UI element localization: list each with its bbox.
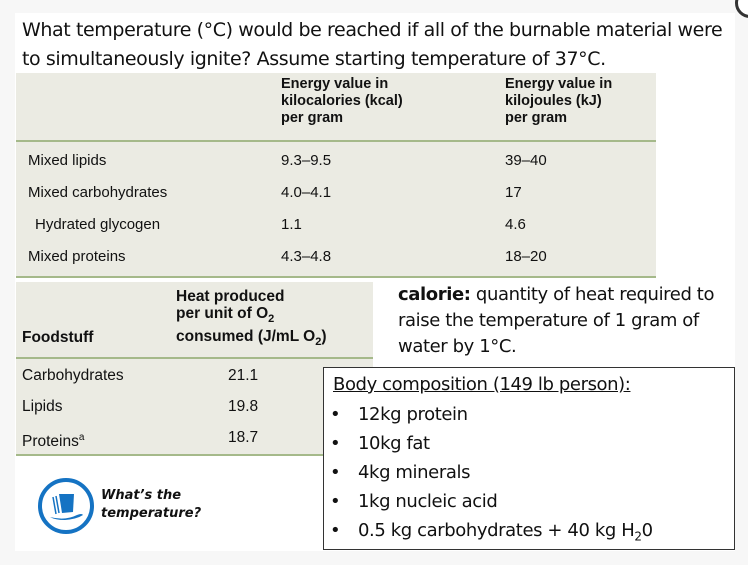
list-item: • 10kg fat <box>324 429 653 458</box>
header-kj-line: per gram <box>505 110 568 126</box>
calorie-text: quantity of heat required to raise the t… <box>398 284 715 357</box>
table-row: Proteinsa 18.7 <box>16 422 373 453</box>
row-kcal: 1.1 <box>281 216 302 233</box>
bullet-icon: • <box>330 491 341 512</box>
row-kj: 17 <box>505 184 522 201</box>
header-kj-line: kilojoules (kJ) <box>505 93 602 109</box>
row-name: Carbohydrates <box>22 367 124 384</box>
question-text: What temperature (°C) would be reached i… <box>22 19 723 70</box>
bullet-icon: • <box>330 520 341 541</box>
list-item: • 4kg minerals <box>324 458 653 487</box>
header-kcal-line: kilocalories (kcal) <box>281 93 403 109</box>
heat-table-header: Foodstuff Heat produced per unit of O2 c… <box>16 282 373 359</box>
table-row: Hydrated glycogen 1.1 4.6 <box>16 210 656 240</box>
table-rule <box>16 276 656 278</box>
table-row: Mixed proteins 4.3–4.8 18–20 <box>16 242 656 272</box>
row-name: Proteinsa <box>22 432 85 451</box>
table-row: Lipids 19.8 <box>16 391 373 422</box>
table-row: Mixed lipids 9.3–9.5 39–40 <box>16 146 656 176</box>
row-value: 21.1 <box>228 367 259 384</box>
calorie-term: calorie: <box>398 284 471 305</box>
header-kcal-line: per gram <box>281 110 344 126</box>
body-composition-list: • 12kg protein • 10kg fat • 4kg minerals • 1… <box>324 400 653 545</box>
list-item: • 12kg protein <box>324 400 653 429</box>
energy-value-table: Energy value in kilocalories (kcal) per … <box>16 73 656 278</box>
row-name: Hydrated glycogen <box>35 216 161 233</box>
row-name: Lipids <box>22 398 63 415</box>
top-hat-icon <box>37 477 95 535</box>
corner-circle-icon <box>735 0 748 18</box>
header-kj-line: Energy value in <box>505 76 613 92</box>
header-line: consumed (J/mL O2) <box>176 328 327 349</box>
header-kcal-line: Energy value in <box>281 76 389 92</box>
row-kj: 39–40 <box>505 152 547 169</box>
calorie-definition: calorie: quantity of heat required to ra… <box>398 282 738 360</box>
row-name: Mixed proteins <box>28 248 126 265</box>
row-kcal: 9.3–9.5 <box>281 152 332 169</box>
table-rule <box>16 454 373 456</box>
temperature-prompt-label: What’s the temperature? <box>101 487 201 523</box>
body-composition-box: Body composition (149 lb person): • 12kg … <box>323 367 735 550</box>
table-row: Mixed carbohydrates 4.0–4.1 17 <box>16 178 656 208</box>
header-line: Heat produced <box>176 288 285 305</box>
row-kj: 4.6 <box>505 216 526 233</box>
row-name: Mixed lipids <box>28 152 107 169</box>
bullet-icon: • <box>330 404 341 425</box>
row-kcal: 4.0–4.1 <box>281 184 332 201</box>
header-heat-produced: Heat produced per unit of O2 consumed (J… <box>176 288 327 351</box>
heat-per-oxygen-table: Foodstuff Heat produced per unit of O2 c… <box>16 282 373 456</box>
header-line: per unit of O2 <box>176 305 275 326</box>
prompt-line: temperature? <box>101 506 202 521</box>
table-row: Carbohydrates 21.1 <box>16 360 373 391</box>
header-foodstuff: Foodstuff <box>22 329 94 346</box>
row-value: 19.8 <box>228 398 259 415</box>
prompt-line: What’s the <box>101 488 182 503</box>
list-item: • 1kg nucleic acid <box>324 487 653 516</box>
header-kj: Energy value in kilojoules (kJ) per gram <box>505 76 612 127</box>
body-composition-title: Body composition (149 lb person): <box>333 374 631 395</box>
energy-table-header: Energy value in kilocalories (kcal) per … <box>16 73 656 142</box>
list-item: • 0.5 kg carbohydrates + 40 kg H20 <box>324 516 653 545</box>
row-kcal: 4.3–4.8 <box>281 248 332 265</box>
bullet-icon: • <box>330 433 341 454</box>
row-kj: 18–20 <box>505 248 547 265</box>
row-value: 18.7 <box>228 429 259 446</box>
row-name: Mixed carbohydrates <box>28 184 168 201</box>
header-kcal: Energy value in kilocalories (kcal) per … <box>281 76 403 127</box>
bullet-icon: • <box>330 462 341 483</box>
